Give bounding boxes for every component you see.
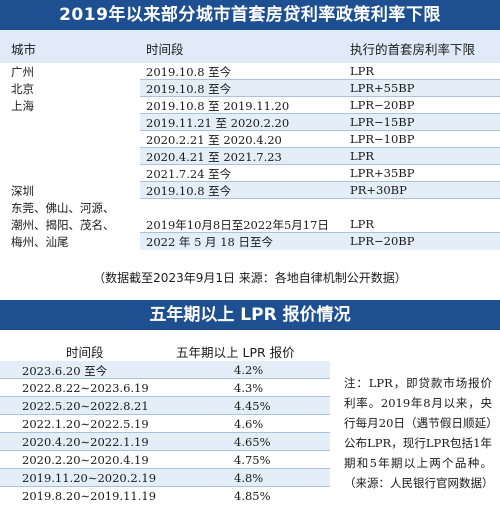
cell-period: 2019.8.20∼2019.11.19 bbox=[22, 489, 157, 503]
cell-rate: 4.2% bbox=[234, 363, 264, 377]
table-row: 2022.5.20∼2022.8.21 4.45% bbox=[0, 397, 500, 415]
table1-title: 2019年以来部分城市首套房贷利率政策利率下限 bbox=[0, 0, 500, 30]
cell-period: 2020.2.21 至 2020.4.20 bbox=[146, 133, 282, 147]
cell-rate: 4.45% bbox=[234, 399, 271, 413]
cell-period: 2020.2.20∼2020.4.19 bbox=[22, 453, 149, 467]
cell-period: 2022.8.22∼2023.6.19 bbox=[22, 381, 149, 395]
header-period: 时间段 bbox=[146, 42, 184, 57]
table-row: 2020.4.21 至 2021.7.23 LPR bbox=[0, 148, 500, 165]
table-row: 2020.4.20∼2022.1.19 4.65% bbox=[0, 433, 500, 451]
table-row: 深圳 2019.10.8 至今 PR+30BP bbox=[0, 182, 500, 199]
cell-rate: LPR+55BP bbox=[350, 81, 415, 95]
cell-period: 2019.10.8 至今 bbox=[146, 82, 232, 96]
cell-period: 2021.7.24 至今 bbox=[146, 167, 232, 181]
table-row: 东莞、佛山、河源、 bbox=[0, 199, 500, 216]
table-row: 2022.8.22∼2023.6.19 4.3% bbox=[0, 379, 500, 397]
cell-period: 2019.10.8 至今 bbox=[146, 184, 232, 198]
cell-period: 2023.6.20 至今 bbox=[22, 364, 108, 378]
table-row: 2023.6.20 至今 4.2% bbox=[0, 361, 500, 379]
header-city: 城市 bbox=[11, 42, 37, 57]
cell-period: 2019.10.8 至 2019.11.20 bbox=[146, 99, 290, 113]
table-row: 2019.11.20∼2020.2.19 4.8% bbox=[0, 469, 500, 487]
cell-rate: PR+30BP bbox=[350, 183, 407, 197]
table2-title: 五年期以上 LPR 报价情况 bbox=[0, 300, 500, 330]
table-row: 上海 2019.10.8 至 2019.11.20 LPR−20BP bbox=[0, 97, 500, 114]
cell-city: 东莞、佛山、河源、 bbox=[11, 201, 115, 215]
cell-period: 2022 年 5 月 18 日至今 bbox=[146, 235, 273, 249]
cell-rate: LPR−10BP bbox=[350, 132, 415, 146]
cell-rate: 4.85% bbox=[234, 489, 271, 503]
cell-period: 2019.11.20∼2020.2.19 bbox=[22, 471, 157, 485]
cell-rate: LPR bbox=[350, 64, 375, 78]
table-row: 梅州、汕尾 2022 年 5 月 18 日至今 LPR−20BP bbox=[0, 233, 500, 250]
cell-period: 2019.10.8 至今 bbox=[146, 65, 232, 79]
cell-city: 深圳 bbox=[11, 184, 34, 198]
cell-rate: LPR−20BP bbox=[350, 98, 415, 112]
table-row: 2022.1.20∼2022.5.19 4.6% bbox=[0, 415, 500, 433]
table-row: 2020.2.20∼2020.4.19 4.75% bbox=[0, 451, 500, 469]
cell-city: 北京 bbox=[11, 82, 34, 96]
cell-city: 上海 bbox=[11, 99, 34, 113]
cell-city: 潮州、揭阳、茂名、 bbox=[11, 218, 115, 232]
table-row: 2019.8.20∼2019.11.19 4.85% bbox=[0, 487, 500, 505]
lpr-footnote: 注：LPR，即贷款市场报价利率。2019年8月以来，央行每月20日（遇节假日顺延… bbox=[344, 376, 494, 490]
cell-period: 2019年10月8日至2022年5月17日 bbox=[146, 218, 329, 232]
table2-header: 时间段 五年期以上 LPR 报价 bbox=[0, 338, 500, 360]
table-row: 2021.7.24 至今 LPR+35BP bbox=[0, 165, 500, 182]
cell-rate: LPR bbox=[350, 217, 375, 231]
cell-period: 2022.5.20∼2022.8.21 bbox=[22, 399, 149, 413]
table-row: 2020.2.21 至 2020.4.20 LPR−10BP bbox=[0, 131, 500, 148]
cell-city: 梅州、汕尾 bbox=[11, 235, 69, 249]
table-row: 北京 2019.10.8 至今 LPR+55BP bbox=[0, 80, 500, 97]
cell-period: 2019.11.21 至 2020.2.20 bbox=[146, 116, 290, 130]
cell-rate: 4.3% bbox=[234, 381, 264, 395]
cell-period: 2022.1.20∼2022.5.19 bbox=[22, 417, 149, 431]
table1-source-note: （数据截至2023年9月1日 来源：各地自律机制公开数据） bbox=[93, 271, 407, 285]
cell-rate: LPR−20BP bbox=[350, 234, 415, 248]
cell-rate: 4.8% bbox=[234, 471, 264, 485]
table-row: 潮州、揭阳、茂名、 2019年10月8日至2022年5月17日 LPR bbox=[0, 216, 500, 233]
cell-rate: 4.65% bbox=[234, 435, 271, 449]
cell-rate: LPR+35BP bbox=[350, 166, 415, 180]
table1-body: 广州 2019.10.8 至今 LPR 北京 2019.10.8 至今 LPR+… bbox=[0, 63, 500, 250]
cell-period: 2020.4.20∼2022.1.19 bbox=[22, 435, 149, 449]
cell-city: 广州 bbox=[11, 65, 34, 79]
cell-period: 2020.4.21 至 2021.7.23 bbox=[146, 150, 282, 164]
table-row: 广州 2019.10.8 至今 LPR bbox=[0, 63, 500, 80]
cell-rate: 4.6% bbox=[234, 417, 264, 431]
header-rate: 执行的首套房利率下限 bbox=[350, 42, 476, 57]
table2-body: 2023.6.20 至今 4.2% 2022.8.22∼2023.6.19 4.… bbox=[0, 361, 500, 505]
header-lpr: 五年期以上 LPR 报价 bbox=[176, 345, 295, 360]
cell-rate: 4.75% bbox=[234, 453, 271, 467]
cell-rate: LPR−15BP bbox=[350, 115, 415, 129]
table-row: 2019.11.21 至 2020.2.20 LPR−15BP bbox=[0, 114, 500, 131]
header-period: 时间段 bbox=[66, 345, 104, 360]
cell-rate: LPR bbox=[350, 149, 375, 163]
table1-header: 城市 时间段 执行的首套房利率下限 bbox=[0, 30, 500, 63]
